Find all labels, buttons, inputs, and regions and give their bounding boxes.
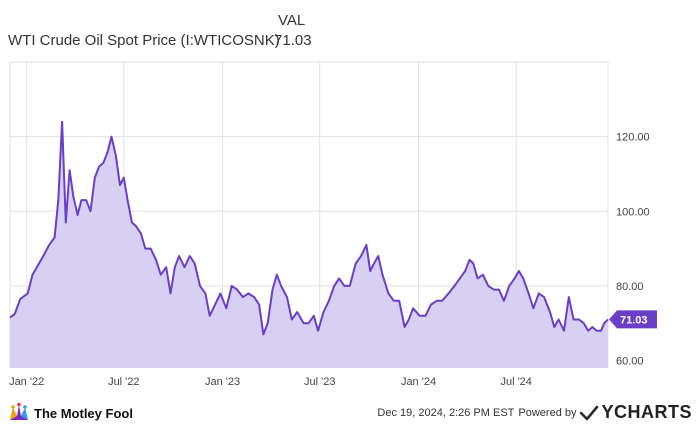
y-tick-label: 60.00 (616, 356, 644, 368)
brand-logo[interactable]: The Motley Fool (8, 400, 133, 426)
powered-by-label: Powered by (518, 406, 577, 419)
last-value-label: 71.03 (620, 314, 648, 326)
brand-name: The Motley Fool (34, 405, 133, 421)
x-tick-label: Jan '23 (205, 376, 240, 388)
x-tick-label: Jul '24 (500, 376, 531, 388)
y-axis: 60.00 80.00 100.00 120.00 (616, 132, 650, 368)
series-area (10, 121, 608, 368)
y-tick-label: 80.00 (616, 281, 644, 293)
series-line[interactable] (9, 120, 609, 336)
y-tick-label: 120.00 (616, 132, 650, 144)
chart-header: VAL WTI Crude Oil Spot Price (I:WTICOSNK… (8, 8, 428, 54)
x-axis: Jan '22 Jul '22 Jan '23 Jul '23 Jan '24 Jul '… (9, 376, 532, 388)
timestamp: Dec 19, 2024, 2:26 PM EST (377, 406, 515, 419)
val-column-header: VAL (278, 12, 306, 29)
ycharts-wordmark: YCHARTS (601, 402, 692, 422)
x-tick-label: Jul '22 (108, 376, 139, 388)
ycharts-check-icon (580, 405, 599, 420)
x-tick-label: Jan '22 (9, 376, 44, 388)
last-value-tag (609, 310, 657, 329)
y-tick-label: 100.00 (616, 206, 650, 218)
ycharts-logo[interactable]: YCHARTS (579, 402, 692, 423)
chart-footer: Dec 19, 2024, 2:26 PM EST Powered by YCH… (377, 402, 692, 423)
x-tick-label: Jul '23 (304, 376, 335, 388)
x-tick-label: Jan '24 (401, 376, 436, 388)
series-name[interactable]: WTI Crude Oil Spot Price (I:WTICOSNK) (8, 32, 280, 49)
jester-hat-icon (10, 402, 28, 420)
series-current-value: 71.03 (274, 32, 312, 49)
last-value-marker: 71.03 (609, 310, 657, 329)
